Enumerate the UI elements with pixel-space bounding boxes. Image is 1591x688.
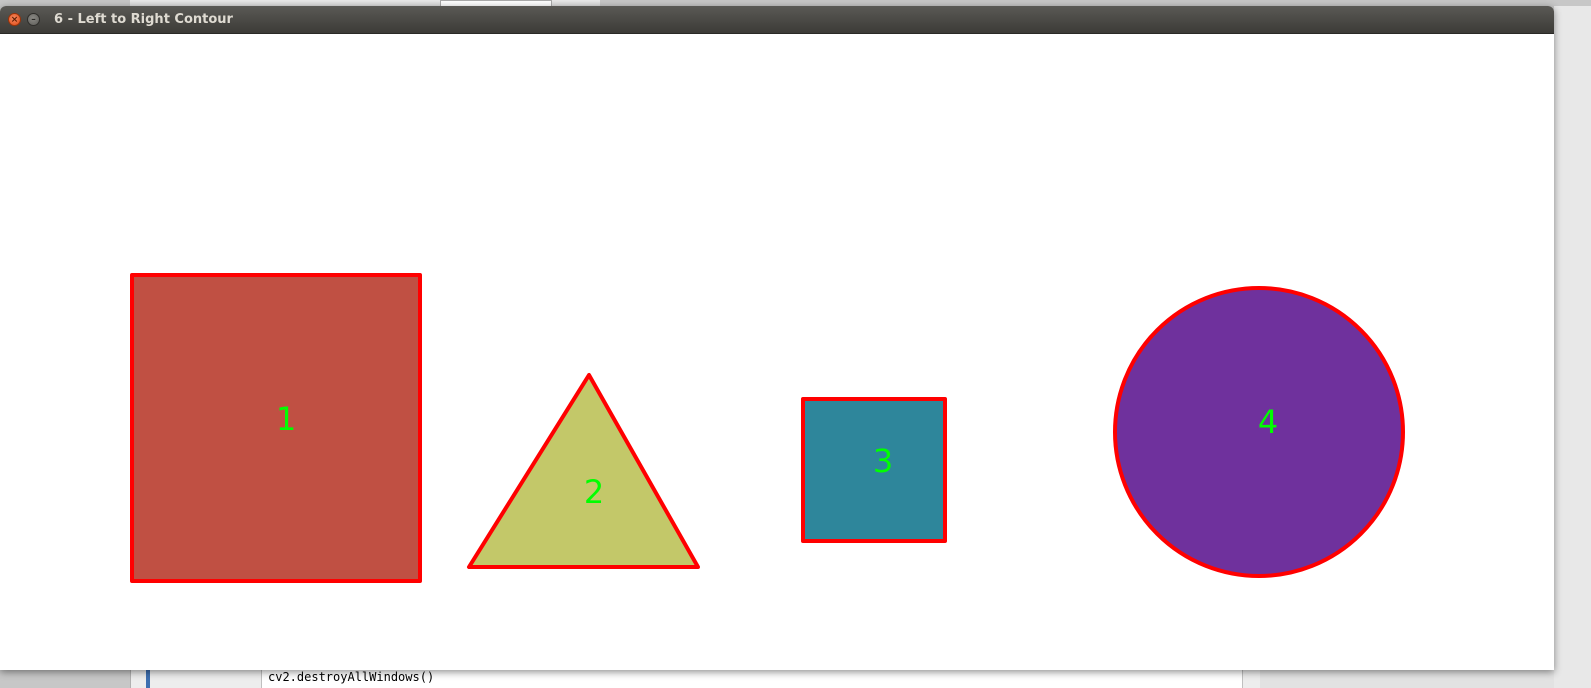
minimize-icon[interactable]: – [27, 13, 40, 26]
background-scroll-strip [1554, 6, 1591, 688]
shape-triangle [467, 373, 700, 569]
shape-circle [1113, 286, 1405, 578]
shape-label-2: 2 [584, 473, 604, 511]
close-icon[interactable]: × [8, 13, 21, 26]
window-title: 6 - Left to Right Contour [54, 12, 233, 27]
shape-square-large [130, 273, 422, 583]
window-titlebar[interactable]: × – 6 - Left to Right Contour [0, 6, 1554, 34]
image-window: × – 6 - Left to Right Contour 1 2 3 4 [0, 6, 1554, 670]
image-canvas: 1 2 3 4 [0, 34, 1554, 670]
shape-square-small [801, 397, 947, 543]
contour-image: 1 2 3 4 [130, 273, 1405, 583]
shape-label-4: 4 [1258, 403, 1278, 441]
editor-gutter-marker [146, 660, 150, 688]
shape-label-3: 3 [873, 442, 893, 480]
shape-label-1: 1 [276, 400, 296, 438]
code-line: cv2.destroyAllWindows() [268, 670, 435, 684]
